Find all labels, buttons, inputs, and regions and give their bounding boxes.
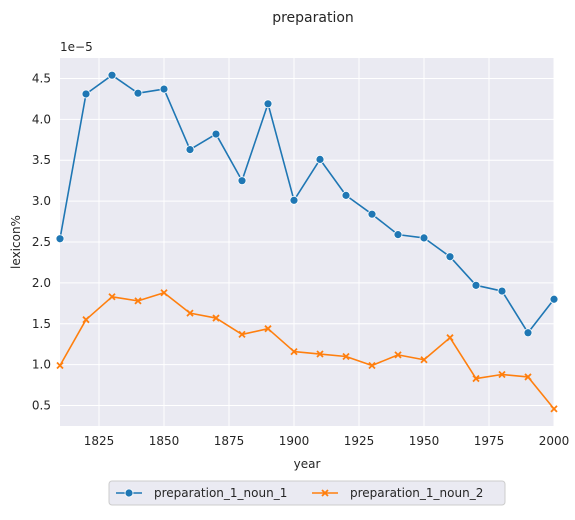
x-tick-label: 1850 — [149, 434, 180, 448]
series-preparation-1-noun-1 — [55, 70, 559, 338]
y-tick-label: 4.0 — [32, 112, 51, 126]
data-point — [315, 155, 325, 164]
data-point — [445, 252, 455, 262]
x-tick-label: 1875 — [214, 434, 245, 448]
y-tick-label: 4.5 — [32, 71, 51, 85]
y-tick-label: 2.0 — [32, 276, 51, 290]
data-point — [497, 286, 507, 296]
legend-frame — [108, 480, 506, 506]
data-point — [107, 70, 117, 80]
data-point — [419, 233, 429, 243]
y-axis-ticks: 0.5 1.0 1.5 2.0 2.5 3.0 3.5 4.0 4.5 — [32, 71, 51, 412]
y-axis-label: lexicon% — [9, 215, 23, 269]
data-point — [56, 361, 64, 370]
data-point — [134, 297, 142, 305]
legend: preparation_1_noun_1 preparation_1_noun_… — [108, 480, 506, 506]
y-tick-label: 3.5 — [32, 153, 51, 167]
data-point — [133, 88, 143, 98]
data-point — [367, 209, 377, 219]
data-point — [289, 195, 299, 205]
data-point — [523, 328, 533, 338]
data-point — [185, 145, 195, 154]
data-point — [160, 289, 168, 297]
legend-label: preparation_1_noun_2 — [350, 486, 483, 500]
data-point — [550, 405, 558, 413]
data-point — [212, 314, 220, 322]
x-tick-label: 2000 — [539, 434, 570, 448]
x-axis-ticks: 1825 1850 1875 1900 1925 1950 1975 2000 — [84, 434, 570, 448]
data-point — [394, 351, 402, 359]
y-tick-label: 2.5 — [32, 235, 51, 249]
data-point — [393, 230, 403, 240]
y-tick-label: 0.5 — [32, 399, 51, 413]
y-tick-label: 1.0 — [32, 358, 51, 372]
legend-marker — [321, 489, 329, 497]
grid-lines — [60, 58, 555, 426]
data-point — [237, 176, 247, 186]
x-tick-label: 1825 — [84, 434, 115, 448]
data-point — [211, 129, 221, 139]
data-point — [82, 316, 90, 324]
y-tick-label: 1.5 — [32, 317, 51, 331]
data-point — [420, 356, 428, 364]
data-point — [341, 190, 351, 200]
x-tick-label: 1975 — [474, 434, 505, 448]
data-point — [159, 84, 169, 94]
data-point — [471, 280, 481, 290]
data-point — [549, 294, 559, 304]
x-tick-label: 1950 — [409, 434, 440, 448]
legend-item-preparation-1-noun-2: preparation_1_noun_2 — [312, 486, 483, 500]
legend-marker — [124, 488, 134, 498]
legend-item-preparation-1-noun-1: preparation_1_noun_1 — [116, 486, 287, 500]
data-point — [446, 334, 454, 342]
chart-title: preparation — [272, 10, 354, 26]
y-tick-label: 3.0 — [32, 194, 51, 208]
x-axis-label: year — [294, 457, 321, 471]
data-point — [81, 89, 91, 99]
series-preparation-1-noun-2 — [56, 289, 558, 413]
series-layer — [55, 70, 559, 413]
data-point — [263, 99, 273, 109]
series-line — [59, 291, 555, 410]
x-tick-label: 1900 — [279, 434, 310, 448]
y-axis-scale-label: 1e−5 — [60, 40, 93, 54]
data-point — [472, 374, 480, 383]
data-point — [342, 352, 350, 361]
x-tick-label: 1925 — [344, 434, 375, 448]
data-point — [264, 325, 272, 333]
data-point — [238, 330, 246, 339]
data-point — [108, 293, 116, 301]
data-point — [186, 309, 194, 317]
data-point — [524, 373, 532, 381]
data-point — [498, 370, 506, 379]
legend-label: preparation_1_noun_1 — [154, 486, 287, 500]
data-point — [316, 350, 324, 358]
data-point — [290, 347, 298, 356]
data-point — [55, 234, 65, 244]
data-point — [368, 361, 376, 370]
